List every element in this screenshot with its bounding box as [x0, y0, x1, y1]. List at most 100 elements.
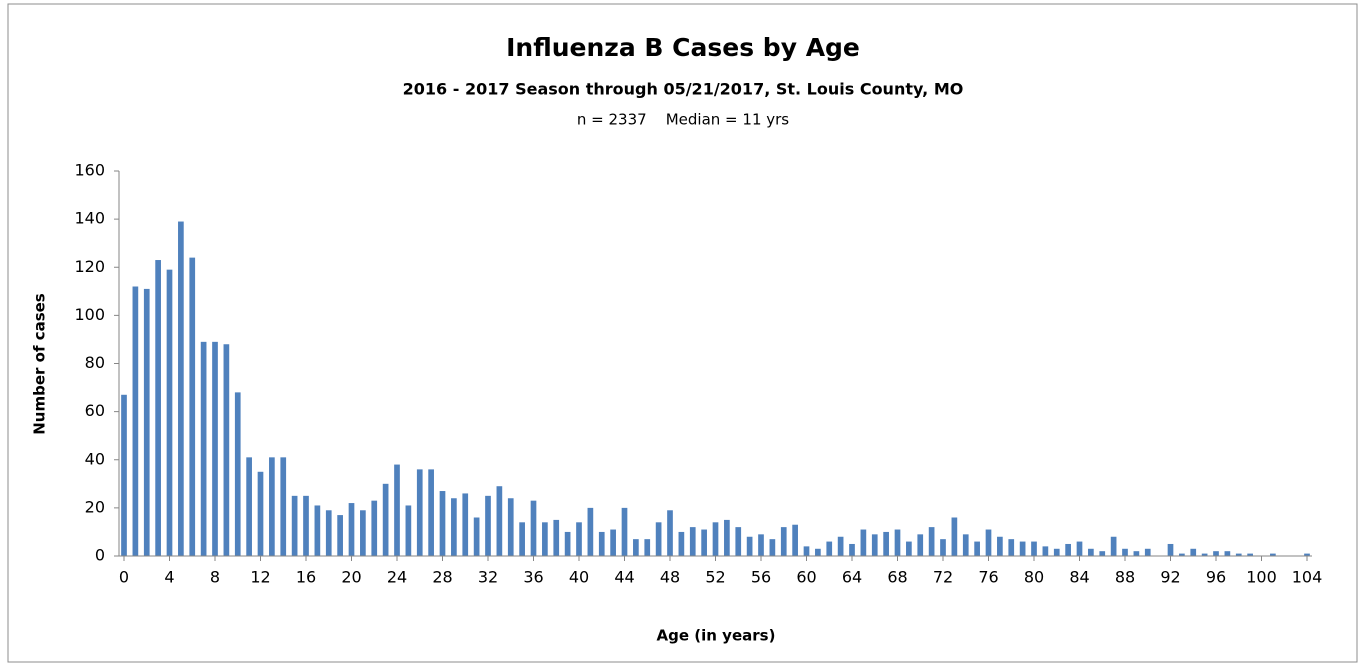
- bar: [985, 529, 992, 556]
- bar: [1179, 553, 1185, 556]
- bar: [803, 546, 810, 556]
- bar: [940, 539, 946, 556]
- x-tick-label: 96: [1206, 568, 1226, 587]
- chart-title: Influenza B Cases by Age: [506, 33, 860, 62]
- bar: [906, 541, 912, 556]
- chart-subtitle: 2016 - 2017 Season through 05/21/2017, S…: [403, 80, 964, 99]
- x-tick-label: 12: [250, 568, 270, 587]
- x-tick-label: 76: [978, 568, 998, 587]
- bar: [1065, 543, 1071, 556]
- x-tick-label: 56: [751, 568, 771, 587]
- bar: [951, 517, 958, 556]
- bar: [1144, 548, 1151, 556]
- y-axis-label: Number of cases: [31, 293, 49, 435]
- bar: [496, 486, 503, 556]
- x-tick-label: 52: [705, 568, 725, 587]
- bar: [1110, 536, 1117, 556]
- y-tick-label: 120: [74, 257, 105, 276]
- bar: [223, 344, 230, 556]
- bar: [917, 534, 924, 556]
- bar: [1053, 548, 1060, 556]
- bar: [610, 529, 616, 556]
- bar: [314, 505, 321, 556]
- bar: [735, 527, 742, 556]
- bar: [780, 527, 787, 556]
- bar: [553, 519, 560, 556]
- bar: [234, 392, 241, 556]
- bar: [883, 531, 889, 556]
- bar: [974, 541, 980, 556]
- bar: [1031, 541, 1037, 556]
- bar: [519, 522, 525, 556]
- bar: [155, 260, 161, 556]
- bar: [360, 510, 366, 556]
- y-tick-label: 140: [74, 209, 105, 228]
- bar: [1213, 551, 1219, 556]
- chart-frame: [7, 3, 1358, 663]
- bar: [394, 464, 400, 556]
- bar: [189, 257, 196, 556]
- bar: [428, 469, 434, 556]
- bar: [246, 457, 252, 556]
- y-tick-label: 20: [85, 497, 105, 516]
- bar: [325, 510, 332, 556]
- bar: [132, 286, 139, 556]
- bar: [1008, 539, 1015, 556]
- bar: [371, 500, 378, 556]
- x-tick-label: 4: [164, 568, 174, 587]
- x-tick-label: 60: [796, 568, 816, 587]
- x-tick-label: 64: [842, 568, 862, 587]
- y-tick-label: 40: [85, 449, 105, 468]
- bar: [621, 507, 628, 556]
- bar: [178, 221, 184, 556]
- bar: [405, 505, 412, 556]
- x-tick-label: 104: [1292, 568, 1323, 587]
- y-tick-label: 60: [85, 401, 105, 420]
- x-tick-label: 24: [387, 568, 407, 587]
- bar: [1019, 541, 1026, 556]
- x-tick-label: 84: [1069, 568, 1089, 587]
- bar: [451, 498, 457, 556]
- bar: [462, 493, 469, 556]
- bar: [166, 269, 173, 556]
- x-axis-label: Age (in years): [657, 627, 776, 645]
- x-tick-label: 0: [119, 568, 129, 587]
- bar: [712, 522, 719, 556]
- bar: [473, 517, 480, 556]
- bar: [1224, 551, 1231, 556]
- bar: [1190, 548, 1197, 556]
- bar: [507, 498, 514, 556]
- bar: [962, 534, 969, 556]
- x-tick-label: 20: [341, 568, 361, 587]
- x-tick-label: 48: [660, 568, 680, 587]
- bar: [121, 394, 127, 556]
- x-tick-label: 88: [1115, 568, 1135, 587]
- bar: [678, 531, 685, 556]
- bar: [291, 495, 298, 556]
- bar: [1304, 553, 1310, 556]
- x-tick-label: 40: [569, 568, 589, 587]
- x-tick-label: 28: [432, 568, 452, 587]
- bar: [269, 457, 275, 556]
- bar: [1235, 553, 1242, 556]
- bar: [758, 534, 764, 556]
- x-tick-label: 92: [1160, 568, 1180, 587]
- bar: [837, 536, 844, 556]
- x-tick-label: 32: [478, 568, 498, 587]
- y-tick-label: 0: [95, 546, 105, 565]
- y-tick-label: 100: [74, 305, 105, 324]
- bar: [1088, 548, 1094, 556]
- bar: [655, 522, 662, 556]
- bar: [894, 529, 901, 556]
- x-tick-label: 36: [523, 568, 543, 587]
- y-tick-label: 160: [74, 161, 105, 180]
- bar: [485, 495, 491, 556]
- bar: [746, 536, 753, 556]
- bar: [200, 341, 207, 556]
- bar: [303, 495, 309, 556]
- bar: [849, 543, 855, 556]
- bar: [143, 288, 150, 556]
- bar: [439, 491, 446, 556]
- bar: [701, 529, 707, 556]
- bar: [542, 522, 548, 556]
